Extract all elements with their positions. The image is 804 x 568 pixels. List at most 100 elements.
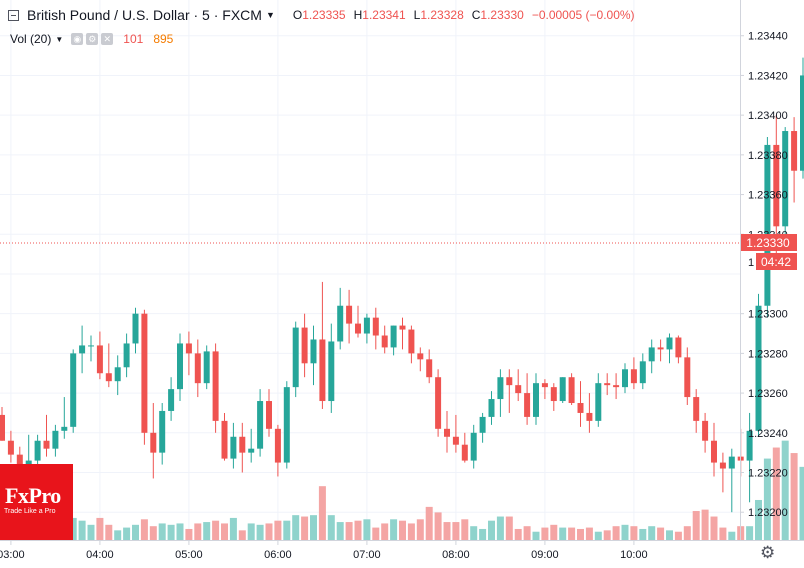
candle-body bbox=[426, 359, 433, 378]
candle bbox=[212, 343, 219, 433]
candle bbox=[194, 339, 201, 398]
volume-bar bbox=[345, 522, 353, 540]
candle bbox=[728, 448, 735, 513]
candle-body bbox=[773, 144, 780, 227]
close-icon[interactable]: ✕ bbox=[101, 33, 114, 45]
candle-body bbox=[622, 369, 628, 388]
change-value: −0.00005 (−0.00%) bbox=[531, 8, 635, 22]
close-label: C bbox=[471, 8, 481, 22]
candle-body bbox=[506, 377, 513, 386]
candle bbox=[648, 339, 655, 374]
candle bbox=[568, 373, 575, 405]
candle-body bbox=[461, 444, 468, 461]
volume-bar bbox=[87, 524, 95, 540]
volume-bar bbox=[514, 528, 522, 540]
candle bbox=[622, 363, 628, 394]
candle-body bbox=[488, 399, 495, 417]
volume-value-2: 895 bbox=[153, 32, 174, 46]
fxpro-logo[interactable]: FxPro Trade Like a Pro bbox=[0, 464, 73, 540]
volume-bar bbox=[772, 447, 780, 540]
candle-body bbox=[470, 432, 477, 461]
price-tick-label: 1.23280 bbox=[748, 348, 788, 360]
symbol-title[interactable]: British Pound / U.S. Dollar · 5 · FXCM bbox=[27, 7, 262, 23]
candle bbox=[755, 293, 762, 437]
time-axis[interactable]: 03:00 04:00 05:00 06:00 07:00 08:00 09:00 10:00 bbox=[0, 540, 648, 561]
candle bbox=[88, 335, 94, 362]
candle-body bbox=[141, 313, 148, 433]
countdown-label: 04:42 bbox=[761, 255, 791, 269]
candle-body bbox=[301, 327, 308, 364]
volume-bar bbox=[114, 530, 122, 540]
candle-body bbox=[524, 393, 531, 417]
candle bbox=[346, 289, 353, 344]
candle bbox=[515, 369, 522, 402]
chevron-down-icon[interactable]: ▼ bbox=[55, 34, 64, 44]
candle bbox=[461, 432, 468, 463]
candle-body bbox=[34, 440, 41, 461]
candle bbox=[586, 393, 593, 433]
candle bbox=[43, 414, 50, 457]
logo-tagline: Trade Like a Pro bbox=[4, 508, 56, 515]
volume-bar bbox=[594, 531, 602, 540]
volume-label[interactable]: Vol (20) bbox=[10, 32, 52, 46]
candle bbox=[230, 422, 237, 469]
volume-bar bbox=[621, 524, 629, 540]
candle bbox=[630, 357, 637, 390]
candle-body bbox=[550, 387, 557, 402]
candle bbox=[773, 115, 780, 255]
collapse-icon[interactable] bbox=[8, 9, 19, 21]
open-value: 1.23335 bbox=[302, 8, 346, 22]
chevron-down-icon[interactable]: ▼ bbox=[265, 10, 275, 20]
chart-legend-header: British Pound / U.S. Dollar · 5 · FXCM ▼… bbox=[8, 6, 635, 24]
logo-brand: FxPro bbox=[5, 483, 61, 508]
candle bbox=[239, 422, 246, 473]
candle bbox=[435, 369, 442, 437]
candle bbox=[764, 136, 771, 318]
eye-icon[interactable]: ◉ bbox=[71, 33, 84, 45]
candle-body bbox=[70, 353, 77, 427]
candle bbox=[488, 391, 495, 425]
candle-body bbox=[728, 456, 735, 469]
candle-body bbox=[639, 361, 646, 384]
gear-icon[interactable]: ⚙ bbox=[760, 543, 776, 562]
candle-body bbox=[408, 329, 415, 354]
candle bbox=[61, 397, 68, 439]
candle-body bbox=[444, 428, 450, 437]
candle-body bbox=[105, 373, 112, 382]
volume-bar bbox=[96, 517, 104, 540]
candle bbox=[452, 414, 459, 453]
price-tick-label: 1.23380 bbox=[748, 150, 788, 162]
candle bbox=[114, 355, 121, 396]
volume-bar bbox=[354, 520, 362, 540]
price-axis-partial-tick: 1 bbox=[748, 257, 754, 269]
volume-bar bbox=[701, 509, 709, 540]
candle bbox=[595, 373, 602, 427]
candle bbox=[328, 323, 335, 413]
candle-body bbox=[0, 414, 5, 441]
volume-bar bbox=[185, 528, 193, 540]
candle bbox=[185, 331, 192, 376]
candle-body bbox=[684, 357, 691, 398]
candle bbox=[666, 333, 673, 364]
volume-bar bbox=[301, 516, 309, 540]
settings-icon[interactable]: ⚙ bbox=[86, 33, 99, 45]
candle bbox=[141, 309, 148, 445]
candle bbox=[550, 383, 557, 411]
candle bbox=[417, 347, 424, 372]
price-tick-label: 1.23300 bbox=[748, 309, 788, 321]
candle-body bbox=[711, 440, 717, 463]
volume-bar bbox=[176, 523, 184, 540]
low-value: 1.23328 bbox=[420, 8, 464, 22]
candle-body bbox=[257, 401, 264, 449]
price-axis[interactable]: 1.23440 1.23420 1.23400 1.23380 1.23360 1.233… bbox=[740, 31, 788, 519]
volume-bar bbox=[327, 515, 335, 540]
volume-bar bbox=[140, 519, 148, 540]
countdown-tag bbox=[756, 253, 797, 270]
candle-body bbox=[479, 416, 486, 433]
candle bbox=[479, 412, 486, 443]
candle bbox=[105, 343, 112, 388]
candle-body bbox=[800, 75, 804, 171]
price-tick-label: 1.23200 bbox=[748, 507, 788, 519]
candle-body bbox=[310, 339, 317, 364]
